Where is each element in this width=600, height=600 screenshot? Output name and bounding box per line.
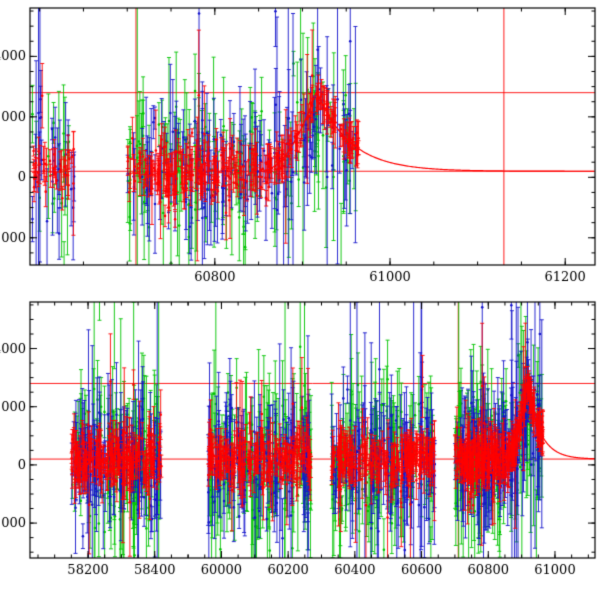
light-curve-figure	[0, 0, 600, 600]
light-curve-canvas	[0, 0, 600, 600]
